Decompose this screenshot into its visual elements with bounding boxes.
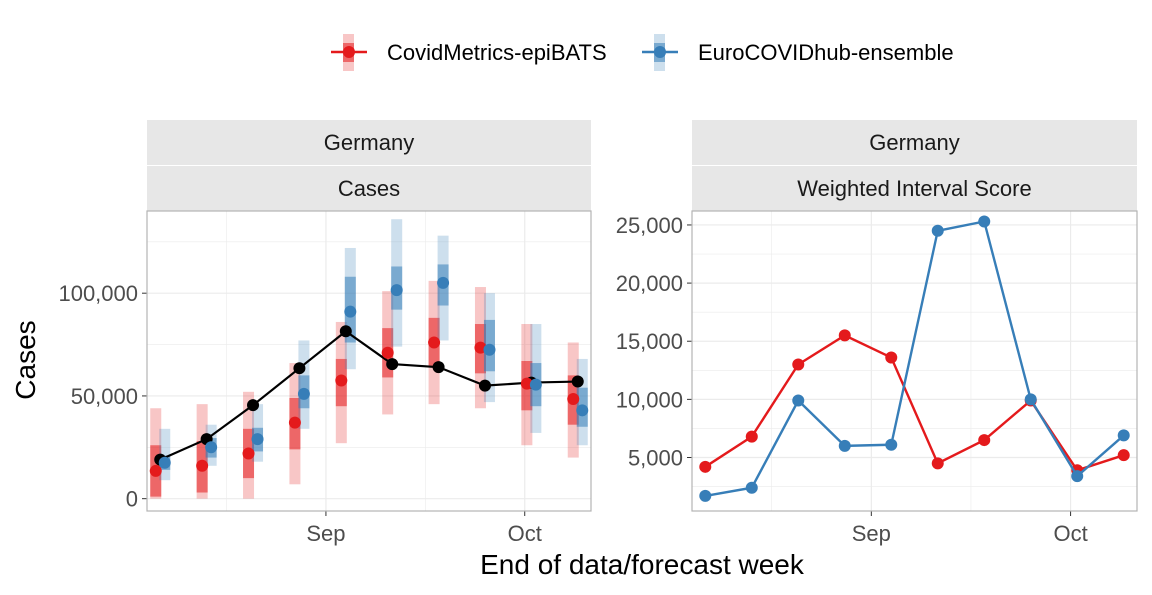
facet-strip — [147, 166, 591, 211]
x-tick-label: Oct — [508, 521, 542, 546]
median-point — [483, 343, 496, 356]
median-point — [381, 346, 394, 359]
score-point — [978, 434, 991, 447]
score-point — [1071, 470, 1084, 483]
facet-strip — [147, 120, 591, 165]
score-point — [1117, 449, 1130, 462]
panel-wis: Germany Weighted Interval Score 5,000 10,00… — [616, 120, 1138, 546]
observed-point — [386, 358, 399, 371]
median-point — [390, 284, 403, 297]
score-line — [704, 334, 1125, 472]
score-point — [885, 438, 898, 451]
score-point — [931, 457, 944, 470]
observed-point — [432, 361, 445, 374]
median-point — [297, 387, 310, 400]
y-tick-label: 100,000 — [58, 281, 138, 306]
median-point — [437, 276, 450, 289]
score-point — [699, 489, 712, 502]
y-tick-label: 50,000 — [71, 384, 138, 409]
legend: CovidMetrics-epiBATS EuroCOVIDhub-ensemb… — [331, 34, 954, 71]
median-point — [251, 433, 264, 446]
median-point — [474, 341, 487, 354]
y-axis-title: Cases — [10, 320, 41, 399]
y-tick-label: 0 — [126, 487, 138, 512]
median-point — [529, 378, 542, 391]
legend-key-ensemble — [642, 34, 678, 71]
median-point — [205, 441, 218, 454]
score-point — [745, 481, 758, 494]
interval-outer — [159, 428, 171, 481]
legend-label-ensemble: EuroCOVIDhub-ensemble — [698, 40, 954, 65]
panel-border — [691, 210, 1138, 512]
y-tick-label: 20,000 — [616, 271, 683, 296]
score-point — [838, 439, 851, 452]
median-point — [288, 416, 301, 429]
facet-strip-label: Weighted Interval Score — [797, 176, 1031, 201]
facet-strip — [692, 166, 1137, 211]
x-tick-label: Sep — [852, 521, 891, 546]
score-point — [792, 358, 805, 371]
facet-strip-label: Germany — [324, 130, 414, 155]
observed-line — [159, 329, 578, 461]
score-point — [838, 329, 851, 342]
y-tick-label: 10,000 — [616, 387, 683, 412]
score-point — [792, 394, 805, 407]
observed-point — [478, 379, 491, 392]
score-point — [885, 351, 898, 364]
plot-area — [147, 211, 591, 511]
x-tick-label: Sep — [306, 521, 345, 546]
score-point — [1117, 429, 1130, 442]
score-point — [978, 215, 991, 228]
median-point — [344, 305, 357, 318]
x-tick-label: Oct — [1053, 521, 1087, 546]
median-point — [520, 377, 533, 390]
observed-point — [339, 325, 352, 338]
score-point — [1024, 393, 1037, 406]
legend-label-epibats: CovidMetrics-epiBATS — [387, 40, 607, 65]
median-point — [576, 404, 589, 417]
y-tick-label: 15,000 — [616, 329, 683, 354]
observed-point — [247, 399, 260, 412]
legend-key-epibats — [331, 34, 367, 71]
y-tick-label: 5,000 — [628, 446, 683, 471]
facet-strip-label: Cases — [338, 176, 400, 201]
x-axis-title: End of data/forecast week — [480, 549, 805, 580]
score-point — [699, 460, 712, 473]
observed-point — [293, 362, 306, 375]
median-point — [149, 464, 162, 477]
median-point — [335, 374, 348, 387]
median-point — [428, 336, 441, 349]
score-line — [705, 220, 1125, 498]
median-point — [196, 459, 209, 472]
facet-strip — [692, 120, 1137, 165]
median-point — [158, 456, 171, 469]
panel-cases: Germany Cases 0 50,000 100,000 Sep Oct — [58, 120, 592, 546]
y-tick-label: 25,000 — [616, 213, 683, 238]
facet-strip-label: Germany — [869, 130, 959, 155]
observed-point — [571, 375, 584, 388]
panel-border — [146, 210, 592, 512]
score-point — [745, 430, 758, 443]
median-point — [567, 393, 580, 406]
score-point — [931, 224, 944, 237]
median-point — [242, 447, 255, 460]
